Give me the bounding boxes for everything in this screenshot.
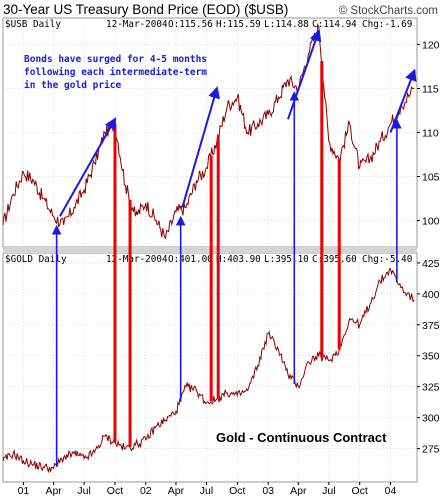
x-tick-12: 04 <box>385 485 397 497</box>
annotation-line-1: Bonds have surged for 4-5 months <box>24 54 207 65</box>
x-tick-10: Jul <box>322 485 335 497</box>
trend-arrow-0 <box>59 117 117 217</box>
gold-chg: Chg:-5.40 <box>362 254 412 265</box>
x-tick-11: Oct <box>352 485 368 497</box>
gold-price-line <box>2 267 415 474</box>
usb-price-line <box>2 22 415 240</box>
gold-y-tick-6: 425 <box>422 258 440 270</box>
gold-y-tick-3: 350 <box>422 351 440 363</box>
gold-y-tick-2: 325 <box>422 382 440 394</box>
gold-y-tick-0: 275 <box>422 444 440 456</box>
x-tick-4: 02 <box>140 485 152 497</box>
gold-y-tick-1: 300 <box>422 413 440 425</box>
x-tick-3: Oct <box>107 485 123 497</box>
top-y-axis: 100 105 110 115 120 <box>417 39 440 228</box>
gold-high: H:403.90 <box>216 254 261 265</box>
x-tick-5: Apr <box>168 485 185 497</box>
cycle-markers <box>51 61 402 468</box>
x-tick-1: Apr <box>45 485 62 497</box>
gold-open: O:401.00 <box>168 254 213 265</box>
trend-arrows <box>59 28 417 217</box>
gold-caption: Gold - Continuous Contract <box>216 430 387 445</box>
gold-y-tick-4: 375 <box>422 320 440 332</box>
trend-arrow-2 <box>286 28 322 120</box>
usb-date: 12-Mar-2004 <box>106 19 168 30</box>
x-tick-6: Jul <box>200 485 213 497</box>
gold-y-tick-5: 400 <box>422 289 440 301</box>
gold-low: L:395.10 <box>264 254 309 265</box>
usb-symbol: $USB Daily <box>5 19 61 30</box>
usb-y-tick-1: 105 <box>422 172 440 184</box>
price-lines <box>2 22 415 474</box>
usb-y-tick-0: 100 <box>422 216 440 228</box>
usb-high: H:115.59 <box>216 19 261 30</box>
trend-arrow-3 <box>389 68 417 133</box>
x-tick-8: 03 <box>262 485 274 497</box>
gold-close: C:395.60 <box>312 254 357 265</box>
x-tick-0: 01 <box>18 485 30 497</box>
usb-y-tick-3: 115 <box>422 83 439 95</box>
x-axis: 01 Apr Jul Oct 02 Apr Jul Oct 03 Apr Jul Oct 04 <box>18 482 397 497</box>
annotation-line-2: following each intermediate-term <box>24 67 207 78</box>
annotation-line-3: in the gold price <box>24 80 122 91</box>
usb-y-tick-4: 120 <box>422 39 440 51</box>
gold-symbol: $GOLD Daily <box>5 254 67 265</box>
gold-date: 12-Mar-2004 <box>106 254 168 265</box>
usb-low: L:114.88 <box>264 19 309 30</box>
watermark: © StockCharts.com <box>339 5 438 17</box>
x-tick-2: Jul <box>77 485 90 497</box>
x-tick-9: Apr <box>290 485 307 497</box>
usb-chg: Chg:-1.69 <box>362 19 412 30</box>
bottom-y-axis: 275 300 325 350 375 400 425 <box>417 258 440 456</box>
usb-close: C:114.94 <box>312 19 357 30</box>
x-tick-7: Oct <box>229 485 245 497</box>
usb-y-tick-2: 110 <box>422 128 439 140</box>
chart-title: 30-Year US Treasury Bond Price (EOD) ($U… <box>3 2 288 17</box>
usb-open: O:115.56 <box>168 19 213 30</box>
trend-arrow-1 <box>181 86 220 208</box>
